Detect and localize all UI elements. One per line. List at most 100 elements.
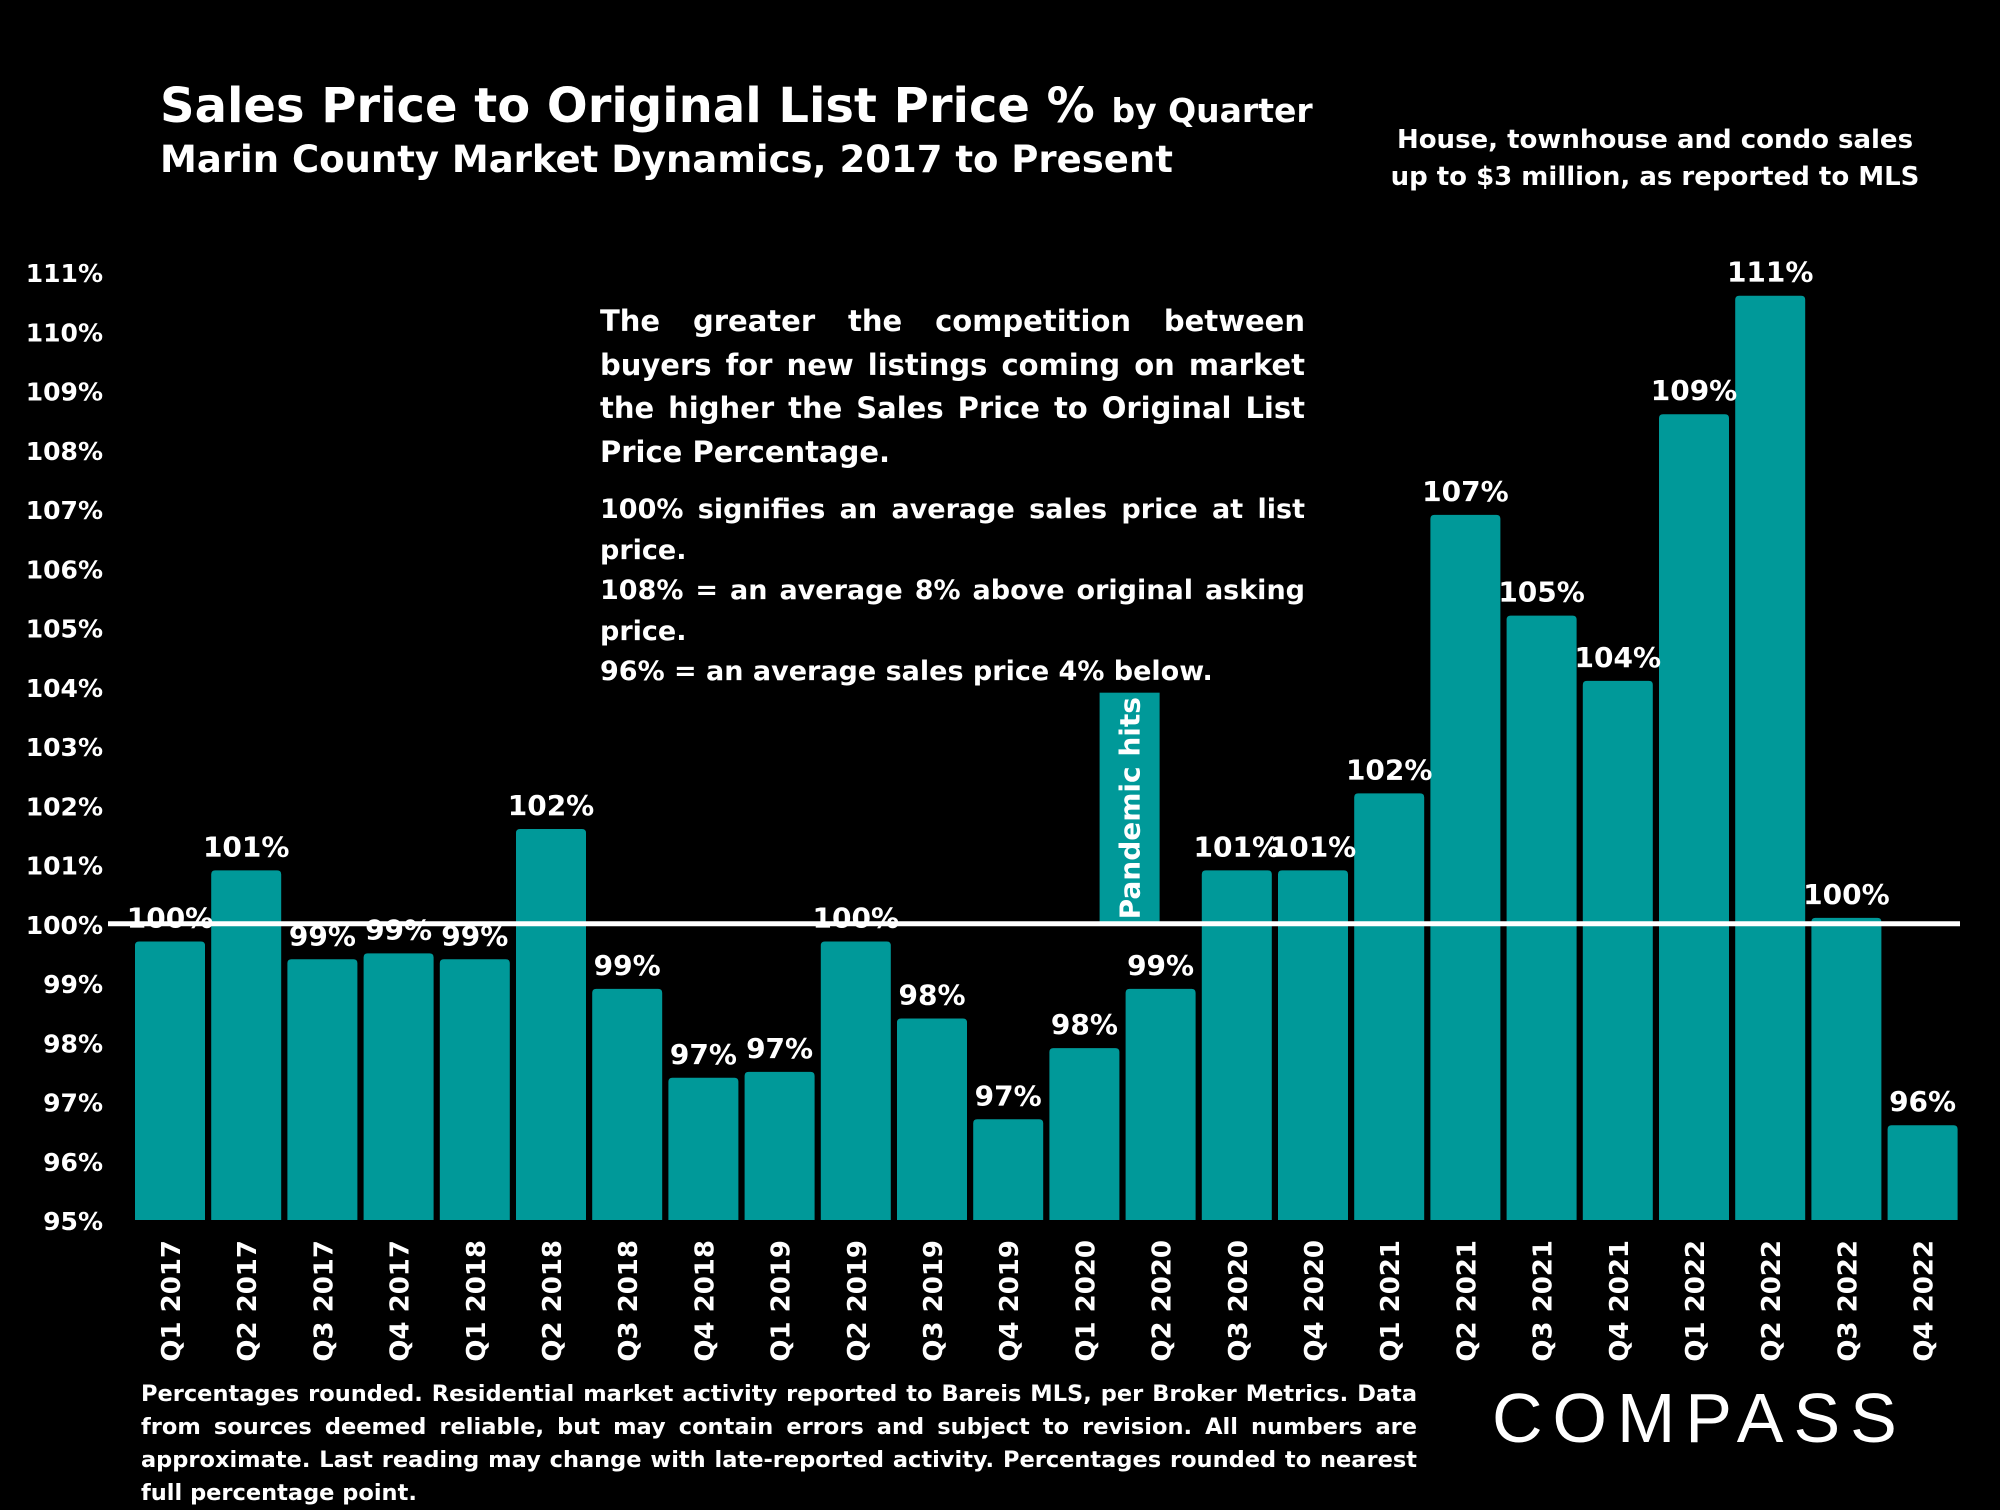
bar xyxy=(1582,680,1653,1220)
scope-note-line-2: up to $3 million, as reported to MLS xyxy=(1390,162,1920,192)
annotation-line-3: 96% = an average sales price 4% below. xyxy=(600,656,1213,687)
pandemic-marker-label: Pandemic hits xyxy=(1114,697,1147,919)
annotation-line-1: 100% signifies an average sales price at… xyxy=(600,494,1305,566)
x-tick-label: Q1 2018 xyxy=(462,1240,492,1362)
x-tick-label: Q1 2020 xyxy=(1071,1240,1101,1362)
x-tick-label: Q4 2021 xyxy=(1605,1240,1635,1362)
y-tick-label: 110% xyxy=(26,318,103,347)
bar xyxy=(516,828,586,1220)
bar xyxy=(287,959,358,1220)
data-label: 100% xyxy=(127,902,214,935)
y-tick-label: 100% xyxy=(26,911,103,940)
x-tick-label: Q3 2020 xyxy=(1224,1240,1254,1362)
compass-logo: COMPASS xyxy=(1492,1379,1907,1457)
annotation-paragraph-2: 100% signifies an average sales price at… xyxy=(600,490,1305,693)
x-tick-label: Q1 2022 xyxy=(1681,1240,1711,1362)
bar xyxy=(1430,514,1501,1220)
x-tick-label: Q1 2017 xyxy=(157,1240,187,1362)
chart-subtitle: Marin County Market Dynamics, 2017 to Pr… xyxy=(160,138,1173,181)
bar xyxy=(439,959,510,1220)
bar xyxy=(592,988,663,1220)
data-label: 102% xyxy=(1346,753,1433,786)
data-label: 107% xyxy=(1422,475,1509,508)
y-tick-label: 105% xyxy=(26,615,103,644)
x-tick-label: Q2 2017 xyxy=(233,1240,263,1362)
bar xyxy=(668,1077,739,1220)
y-tick-label: 108% xyxy=(26,437,103,466)
data-label: 104% xyxy=(1575,641,1662,674)
data-label: 102% xyxy=(508,789,595,822)
y-tick-label: 97% xyxy=(43,1089,103,1118)
y-tick-label: 95% xyxy=(43,1207,103,1236)
x-tick-label: Q4 2018 xyxy=(690,1240,720,1362)
y-tick-label: 109% xyxy=(26,378,103,407)
data-label: 99% xyxy=(365,913,432,946)
data-label: 99% xyxy=(594,949,661,982)
data-label: 98% xyxy=(1051,1008,1118,1041)
x-tick-label: Q2 2018 xyxy=(538,1240,568,1362)
x-tick-label: Q4 2020 xyxy=(1300,1240,1330,1362)
data-label: 101% xyxy=(203,830,290,863)
x-tick-label: Q4 2022 xyxy=(1910,1240,1940,1362)
x-tick-label: Q4 2017 xyxy=(386,1240,416,1362)
y-tick-label: 99% xyxy=(43,970,103,999)
x-tick-label: Q2 2022 xyxy=(1757,1240,1787,1362)
bar xyxy=(1278,870,1348,1220)
y-tick-label: 111% xyxy=(26,259,103,288)
bar xyxy=(1811,917,1882,1220)
data-label: 97% xyxy=(746,1032,813,1065)
y-tick-label: 103% xyxy=(26,733,103,762)
x-tick-label: Q1 2021 xyxy=(1376,1240,1406,1362)
annotation-line-2: 108% = an average 8% above original aski… xyxy=(600,575,1305,647)
annotation-paragraph-1: The greater the competition between buye… xyxy=(600,304,1305,469)
bar xyxy=(1049,1048,1120,1220)
bar xyxy=(1125,988,1196,1220)
x-tick-label: Q3 2018 xyxy=(614,1240,644,1362)
data-label: 109% xyxy=(1651,374,1738,407)
x-tick-label: Q3 2021 xyxy=(1529,1240,1559,1362)
scope-note: House, townhouse and condo sales up to $… xyxy=(1380,122,1930,196)
chart-title-suffix: by Quarter xyxy=(1111,91,1313,130)
data-label: 99% xyxy=(441,919,508,952)
data-label: 99% xyxy=(289,919,356,952)
pandemic-marker xyxy=(1099,692,1160,924)
chart-annotation: The greater the competition between buye… xyxy=(600,300,1305,693)
bar xyxy=(211,870,282,1220)
x-tick-label: Q3 2017 xyxy=(309,1240,339,1362)
chart-title: Sales Price to Original List Price % by … xyxy=(160,78,1313,134)
data-label: 111% xyxy=(1727,256,1814,289)
y-tick-label: 104% xyxy=(26,674,103,703)
footer-disclaimer: Percentages rounded. Residential market … xyxy=(141,1381,1417,1506)
x-tick-label: Q1 2019 xyxy=(767,1240,797,1362)
bar xyxy=(1201,870,1272,1220)
y-tick-label: 98% xyxy=(43,1029,103,1058)
data-label: 100% xyxy=(1803,878,1890,911)
y-tick-label: 106% xyxy=(26,555,103,584)
bar xyxy=(1506,615,1577,1220)
y-tick-label: 102% xyxy=(26,792,103,821)
bar xyxy=(820,941,891,1220)
bar xyxy=(973,1119,1044,1220)
x-tick-label: Q3 2019 xyxy=(919,1240,949,1362)
data-label: 101% xyxy=(1270,830,1357,863)
chart-title-main: Sales Price to Original List Price % xyxy=(160,78,1095,134)
data-label: 97% xyxy=(975,1079,1042,1112)
bar xyxy=(1735,295,1806,1220)
data-label: 101% xyxy=(1194,830,1281,863)
x-tick-label: Q2 2021 xyxy=(1452,1240,1482,1362)
data-label: 98% xyxy=(898,979,965,1012)
data-label: 97% xyxy=(670,1038,737,1071)
bar xyxy=(1659,414,1729,1220)
bar xyxy=(897,1018,967,1220)
x-tick-label: Q2 2020 xyxy=(1148,1240,1178,1362)
scope-note-line-1: House, townhouse and condo sales xyxy=(1396,125,1914,155)
y-tick-label: 101% xyxy=(26,852,103,881)
bar xyxy=(363,953,434,1220)
x-tick-label: Q3 2022 xyxy=(1833,1240,1863,1362)
bar xyxy=(1887,1125,1958,1220)
x-tick-label: Q2 2019 xyxy=(843,1240,873,1362)
data-label: 100% xyxy=(813,902,900,935)
y-tick-label: 107% xyxy=(26,496,103,525)
data-label: 96% xyxy=(1889,1085,1956,1118)
